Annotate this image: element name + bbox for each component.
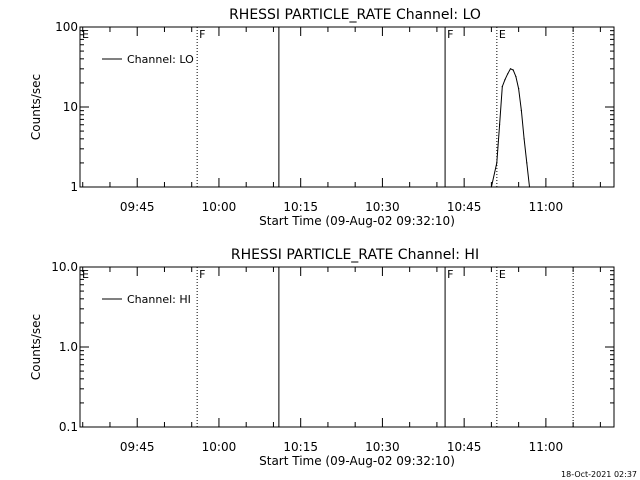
panel-lo-channel: RHESSI PARTICLE_RATE Channel: LO 1 10 100 09… — [29, 7, 615, 228]
y-axis-label: Counts/sec — [29, 314, 43, 380]
plot-frame — [79, 266, 615, 428]
y-axis-label: Counts/sec — [29, 74, 43, 140]
x-axis-label: Start Time (09-Aug-02 09:32:10) — [259, 214, 455, 228]
x-tick-label: 10:15 — [283, 440, 318, 454]
event-marker-label: F — [199, 28, 205, 41]
data-point — [520, 110, 522, 112]
chart-title: RHESSI PARTICLE_RATE Channel: HI — [231, 247, 479, 263]
x-tick-label: 10:45 — [447, 200, 482, 214]
chart-title: RHESSI PARTICLE_RATE Channel: LO — [229, 7, 481, 23]
event-marker-label: F — [199, 268, 205, 281]
x-tick-label: 09:45 — [120, 440, 155, 454]
x-tick-label: 10:45 — [447, 440, 482, 454]
series-line — [490, 68, 530, 188]
y-tick-label: 1.0 — [59, 340, 78, 354]
y-tick-label: 10 — [63, 100, 78, 114]
y-tick-label: 10.0 — [51, 260, 78, 274]
event-marker-label: E — [82, 28, 89, 41]
data-point — [509, 68, 512, 70]
panel-hi-channel: RHESSI PARTICLE_RATE Channel: HI 0.1 1.0 10… — [29, 247, 615, 468]
data-point — [490, 186, 492, 188]
event-marker-label: E — [499, 268, 506, 281]
data-point — [498, 124, 501, 126]
x-tick-label: 11:00 — [529, 200, 564, 214]
event-marker-label: F — [447, 28, 453, 41]
x-tick-label: 10:00 — [202, 200, 237, 214]
event-marker-label: F — [447, 268, 453, 281]
event-marker-label: E — [82, 268, 89, 281]
footer-timestamp: 18-Oct-2021 02:37 — [561, 470, 637, 479]
y-tick-label: 0.1 — [59, 420, 78, 434]
x-tick-label: 10:30 — [365, 440, 400, 454]
x-tick-label: 11:00 — [529, 440, 564, 454]
data-point — [528, 186, 531, 188]
data-point — [504, 79, 506, 81]
data-point — [501, 85, 503, 88]
data-point — [515, 75, 517, 78]
data-point — [512, 69, 514, 71]
data-point — [526, 162, 528, 164]
data-point — [496, 162, 498, 164]
x-tick-label: 10:30 — [365, 200, 400, 214]
event-marker-label: E — [499, 28, 506, 41]
x-tick-label: 09:45 — [120, 200, 155, 214]
plot-frame — [79, 26, 615, 188]
y-tick-label: 100 — [55, 20, 78, 34]
x-tick-label: 10:15 — [283, 200, 318, 214]
x-axis-label: Start Time (09-Aug-02 09:32:10) — [259, 454, 455, 468]
data-point — [523, 138, 525, 140]
data-point — [507, 73, 509, 75]
legend-label: Channel: HI — [127, 293, 191, 306]
x-tick-label: 10:00 — [202, 440, 237, 454]
y-tick-label: 1 — [70, 180, 78, 194]
legend-label: Channel: LO — [127, 53, 194, 66]
data-point — [518, 87, 520, 90]
